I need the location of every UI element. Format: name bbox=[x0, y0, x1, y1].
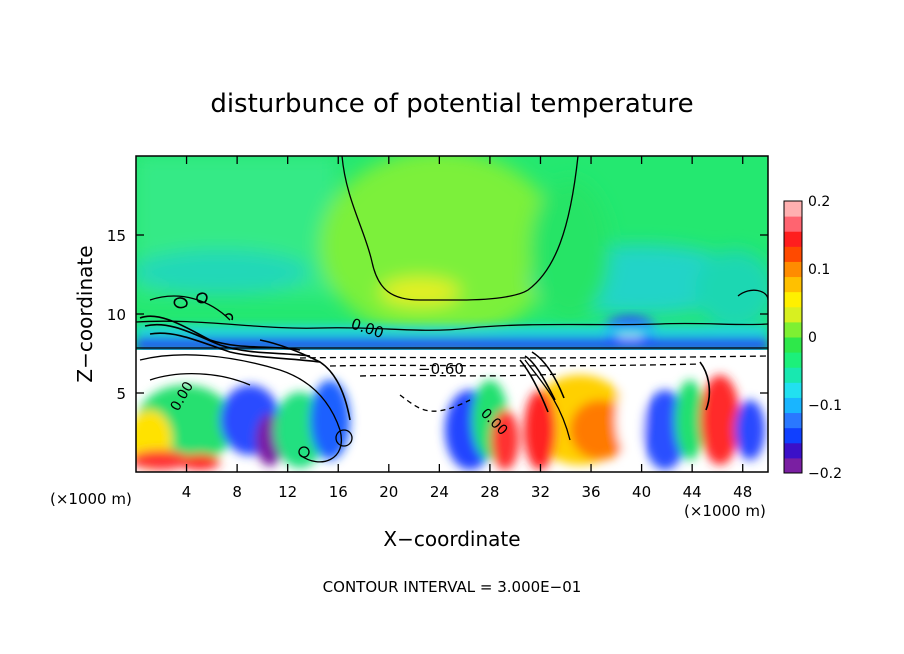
contour-cell-right bbox=[524, 359, 571, 441]
colorbar-swatch bbox=[784, 276, 802, 293]
field-cyan-band bbox=[136, 326, 768, 336]
pocket-red-d bbox=[180, 454, 220, 470]
contour-zero-upper bbox=[341, 156, 579, 301]
pocket-blue-h bbox=[735, 400, 765, 460]
colorbar-swatch bbox=[784, 291, 802, 308]
x-tick-label: 4 bbox=[182, 483, 192, 501]
x-unit-left: (×1000 m) bbox=[50, 490, 132, 508]
field-warm-core bbox=[320, 156, 560, 340]
colorbar-swatch bbox=[784, 367, 802, 383]
y-axis: 5 10 15 bbox=[107, 227, 768, 403]
colorbar-swatch bbox=[784, 321, 802, 338]
colorbar-swatch bbox=[784, 216, 802, 232]
pocket-left-red bbox=[136, 450, 190, 470]
contour-interval-footer: CONTOUR INTERVAL = 3.000E−01 bbox=[323, 578, 582, 596]
colorbar-swatch bbox=[784, 427, 802, 444]
colorbar-tick-label: −0.1 bbox=[808, 398, 842, 414]
contour-eddy-left bbox=[149, 295, 231, 321]
colorbar-swatch bbox=[784, 382, 802, 398]
contour-dashed-4 bbox=[399, 394, 471, 412]
colorbar-swatch bbox=[784, 352, 802, 368]
pocket-green-g bbox=[675, 380, 705, 460]
colorbar: 0.2 0.1 0 −0.1 −0.2 bbox=[783, 194, 842, 482]
colorbar-swatch bbox=[784, 306, 802, 323]
colorbar-swatch bbox=[784, 442, 802, 459]
colorbar-swatch bbox=[784, 246, 802, 262]
pocket-blue-c bbox=[310, 380, 350, 460]
pocket-white-g bbox=[616, 385, 644, 455]
colorbar-tick-label: 0.2 bbox=[808, 194, 830, 210]
y-tick-label: 10 bbox=[107, 306, 126, 324]
pocket-orange-f bbox=[570, 400, 630, 460]
y-axis-title: Z−coordinate bbox=[73, 245, 97, 382]
pocket-red-e bbox=[491, 410, 519, 470]
x-axis: 4 8 12 16 20 24 28 32 36 40 44 48 bbox=[182, 156, 752, 501]
x-tick-label: 12 bbox=[278, 483, 297, 501]
x-tick-label: 48 bbox=[733, 483, 752, 501]
plot-area: 0.00 −0.60 0.00 0.00 bbox=[136, 156, 768, 472]
x-tick-label: 40 bbox=[632, 483, 651, 501]
contour-zero-mid bbox=[136, 320, 768, 331]
contour-clusters bbox=[139, 292, 711, 421]
field-blue-band bbox=[136, 338, 768, 350]
x-tick-label: 8 bbox=[232, 483, 242, 501]
pocket-red-h bbox=[700, 375, 740, 465]
colorbar-tick-label: 0 bbox=[808, 330, 817, 346]
field-cyan-right2 bbox=[695, 250, 768, 330]
pocket-red-f bbox=[524, 390, 556, 470]
field-warm-core-inner bbox=[380, 278, 460, 306]
colorbar-swatch bbox=[784, 261, 802, 278]
colorbar-swatch bbox=[784, 337, 802, 353]
x-unit-right: (×1000 m) bbox=[684, 502, 766, 520]
x-tick-label: 36 bbox=[581, 483, 600, 501]
contour-dashed-3 bbox=[359, 373, 561, 377]
x-tick-label: 28 bbox=[480, 483, 499, 501]
x-tick-label: 44 bbox=[683, 483, 702, 501]
colorbar-swatch bbox=[784, 397, 802, 414]
contour-dashed-1 bbox=[299, 355, 768, 359]
colorbar-tick-label: −0.2 bbox=[808, 466, 842, 482]
colorbar-swatch bbox=[784, 231, 802, 247]
x-tick-label: 24 bbox=[430, 483, 449, 501]
contour-eddy-small bbox=[335, 429, 353, 447]
field-cyan-left bbox=[136, 250, 310, 294]
colorbar-tick-label: 0.1 bbox=[808, 262, 830, 278]
colorbar-frame bbox=[783, 200, 803, 474]
colorbar-swatch bbox=[784, 201, 802, 217]
y-tick-label: 5 bbox=[116, 385, 126, 403]
contour-cell-left-b bbox=[149, 373, 251, 386]
contour-dashed-2 bbox=[329, 363, 701, 367]
chart-title: disturbunce of potential temperature bbox=[210, 89, 693, 119]
x-tick-label: 32 bbox=[531, 483, 550, 501]
contour-eddy-small2 bbox=[298, 446, 310, 458]
x-tick-label: 16 bbox=[329, 483, 348, 501]
y-tick-label: 15 bbox=[107, 227, 126, 245]
colorbar-swatch bbox=[784, 457, 802, 474]
contour-cell-left bbox=[139, 354, 343, 463]
x-axis-title: X−coordinate bbox=[383, 527, 520, 551]
contour-label: −0.60 bbox=[418, 360, 464, 378]
x-tick-label: 20 bbox=[379, 483, 398, 501]
colorbar-swatch bbox=[784, 412, 802, 429]
contour-lines bbox=[136, 156, 768, 463]
field-green-mid bbox=[530, 180, 610, 320]
